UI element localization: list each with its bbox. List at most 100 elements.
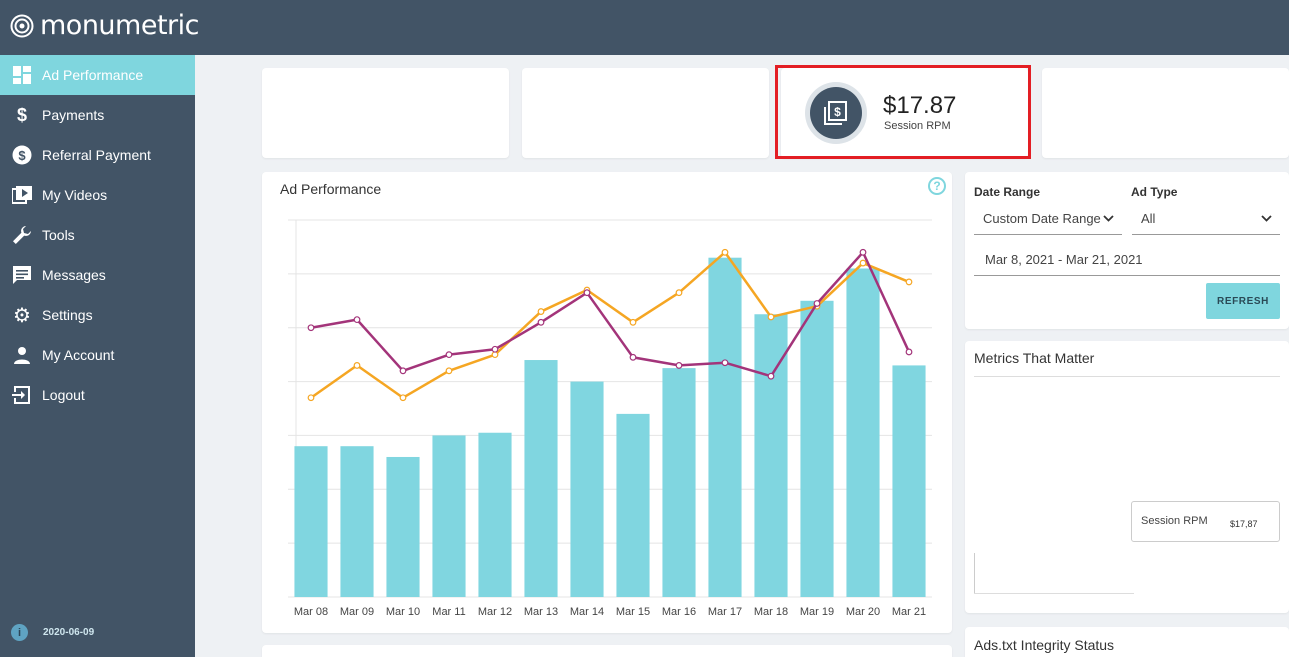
sidebar-item-my-videos[interactable]: My Videos — [0, 175, 195, 215]
date-range-select[interactable]: Custom Date Range — [974, 203, 1122, 235]
bar — [570, 381, 604, 597]
sidebar-item-referral-payment[interactable]: $ Referral Payment — [0, 135, 195, 175]
orange-series-point — [905, 278, 913, 286]
purple-series-point — [813, 300, 821, 307]
dollar-circle-icon: $ — [12, 145, 32, 165]
sidebar-item-label: Payments — [42, 107, 105, 123]
orange-series-point — [353, 362, 361, 369]
ad-type-label: Ad Type — [1131, 185, 1178, 199]
question-icon[interactable]: ? — [928, 177, 946, 195]
top-bar: monumetric — [0, 0, 1289, 55]
stat-card-1 — [262, 68, 509, 158]
purple-series-point — [905, 348, 913, 356]
logout-icon — [12, 385, 32, 405]
x-tick-label: Mar 14 — [570, 606, 604, 618]
bar — [524, 360, 558, 597]
bar — [478, 432, 512, 597]
version-text: 2020-06-09 — [43, 627, 95, 638]
logo-icon — [10, 14, 34, 37]
metrics-panel-edge — [974, 553, 975, 593]
sidebar-item-label: Tools — [42, 227, 75, 243]
bar — [708, 257, 742, 597]
app-version: i 2020-06-09 — [11, 624, 94, 641]
sidebar-item-label: Ad Performance — [42, 67, 144, 83]
ad-performance-chart: Mar 08 Mar 09 Mar 10 Mar 11 Mar 12 Mar 13 Mar … — [288, 219, 932, 618]
orange-series-point — [629, 318, 637, 326]
bar — [386, 456, 420, 597]
orange-series-point — [307, 394, 315, 402]
purple-series-point — [537, 318, 545, 326]
bar — [800, 300, 834, 597]
x-tick-label: Mar 19 — [800, 606, 834, 618]
bar — [340, 446, 374, 597]
ad-type-select[interactable]: All — [1132, 203, 1280, 235]
x-tick-label: Mar 09 — [340, 606, 374, 618]
sidebar-item-settings[interactable]: ⚙ Settings — [0, 295, 195, 335]
sidebar-item-payments[interactable]: $ Payments — [0, 95, 195, 135]
orange-series-point — [399, 394, 407, 402]
purple-series-point — [675, 362, 683, 369]
purple-series-point — [583, 289, 591, 297]
user-icon — [12, 345, 32, 365]
session-rpm-value: $17.87 — [883, 92, 957, 119]
sidebar-item-label: Messages — [42, 267, 106, 283]
orange-series-point — [491, 351, 499, 359]
orange-series-point — [445, 367, 453, 375]
purple-series-point — [859, 248, 867, 256]
orange-series-point — [537, 308, 545, 315]
date-range-input[interactable]: Mar 8, 2021 - Mar 21, 2021 — [974, 244, 1280, 276]
date-range-label: Date Range — [974, 185, 1041, 199]
purple-series-point — [767, 372, 775, 380]
ads-txt-title: Ads.txt Integrity Status — [974, 637, 1115, 653]
metric-label: Session RPM — [1141, 515, 1208, 527]
purple-series-line — [310, 251, 911, 378]
x-tick-label: Mar 11 — [432, 606, 465, 618]
dashboard-icon — [12, 65, 32, 85]
chart-title: Ad Performance — [280, 181, 382, 197]
metrics-panel-edge-bottom — [974, 593, 1134, 594]
x-tick-label: Mar 15 — [616, 606, 650, 618]
purple-series-point — [721, 359, 729, 367]
bar — [892, 365, 926, 597]
lower-card — [262, 645, 952, 657]
orange-series-line — [310, 251, 910, 399]
x-tick-label: Mar 18 — [754, 606, 788, 618]
sidebar-item-ad-performance[interactable]: Ad Performance — [0, 55, 195, 95]
ad-type-value: All — [1141, 211, 1156, 226]
stat-card-4 — [1042, 68, 1289, 158]
session-rpm-highlight — [775, 65, 1031, 159]
refresh-button[interactable]: REFRESH — [1206, 283, 1280, 319]
sidebar-item-messages[interactable]: Messages — [0, 255, 195, 295]
message-icon — [12, 265, 32, 285]
gear-icon: ⚙ — [13, 304, 31, 327]
wrench-icon — [12, 225, 32, 245]
sidebar: Ad Performance $ Payments $ Referral Pay… — [0, 55, 195, 657]
purple-series-point — [491, 345, 499, 353]
purple-series-point — [307, 324, 315, 332]
metrics-title: Metrics That Matter — [974, 350, 1095, 366]
sidebar-item-logout[interactable]: Logout — [0, 375, 195, 415]
orange-series-point — [859, 259, 867, 267]
x-tick-label: Mar 17 — [708, 606, 742, 618]
ad-performance-card — [262, 172, 952, 633]
bar — [662, 368, 696, 597]
purple-series-point — [445, 351, 453, 359]
ads-txt-card — [965, 627, 1289, 657]
metrics-divider — [974, 376, 1280, 377]
bar — [294, 446, 328, 597]
sidebar-item-my-account[interactable]: My Account — [0, 335, 195, 375]
bar — [432, 435, 466, 597]
orange-series-point — [721, 248, 729, 256]
bar — [754, 314, 788, 597]
sidebar-item-label: My Account — [42, 347, 115, 363]
brand-logo[interactable]: monumetric — [10, 10, 200, 41]
stat-card-2 — [522, 68, 769, 158]
x-tick-label: Mar 10 — [386, 606, 420, 618]
sidebar-item-label: My Videos — [42, 187, 108, 203]
sidebar-item-label: Logout — [42, 387, 85, 403]
date-range-value: Custom Date Range — [983, 211, 1101, 226]
session-rpm-metric-card: Session RPM $17,87 — [1131, 501, 1280, 542]
x-tick-label: Mar 20 — [846, 606, 880, 618]
x-tick-label: Mar 21 — [892, 606, 926, 618]
sidebar-item-tools[interactable]: Tools — [0, 215, 195, 255]
